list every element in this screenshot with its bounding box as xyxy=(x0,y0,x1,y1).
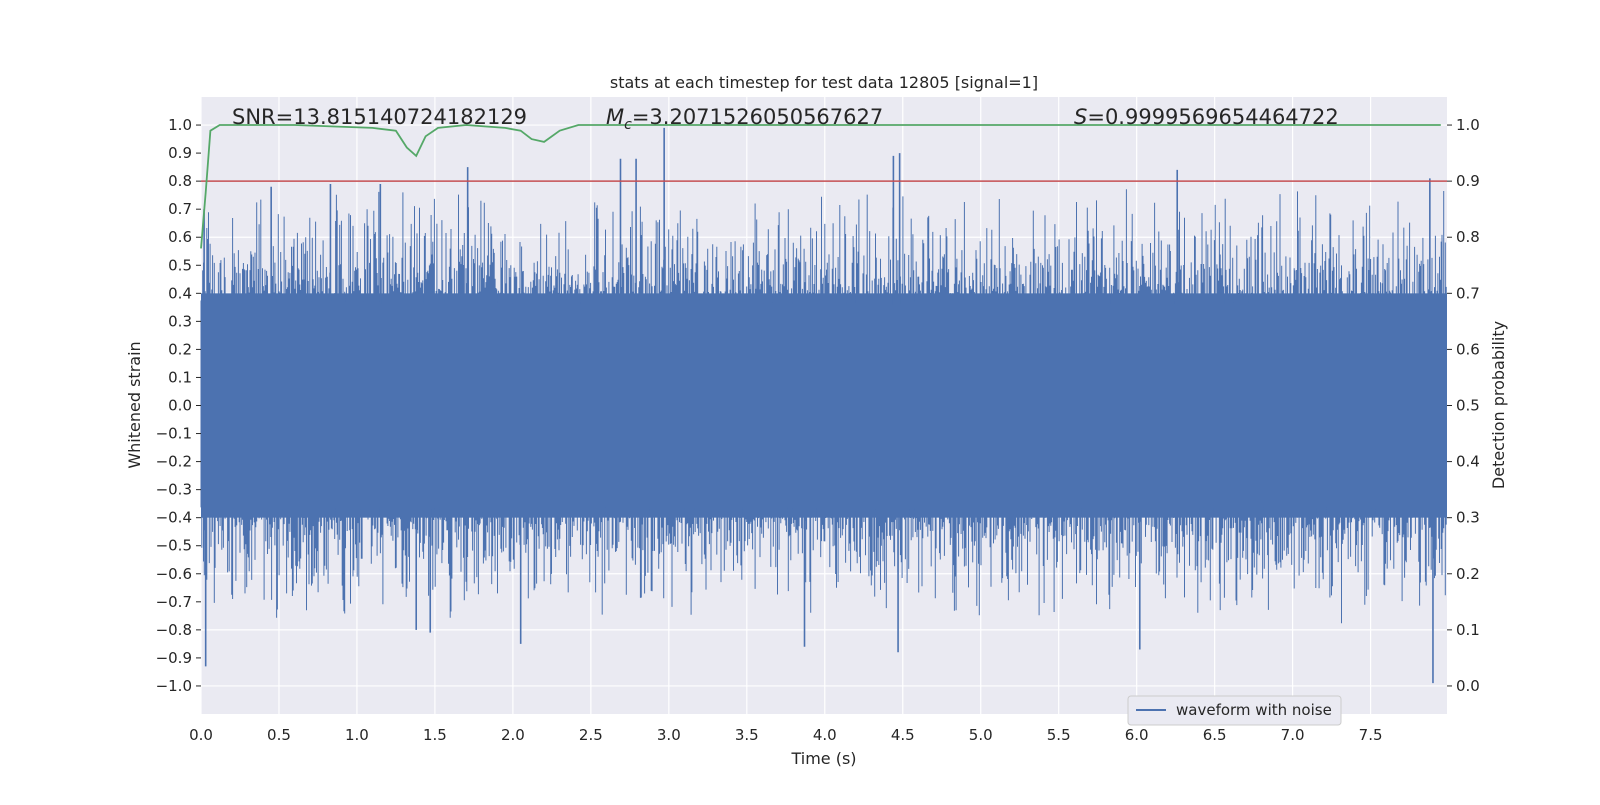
tick-layer: 0.0 0.5 1.0 1.5 2.0 2.5 3.0 3.5 4.0 4.5 5.0 5.5 6.0 6… xyxy=(156,116,1480,744)
y2-tick-label: 0.4 xyxy=(1456,453,1480,471)
y-tick-label: −0.9 xyxy=(156,649,192,667)
y-tick-label: −0.6 xyxy=(156,565,192,583)
y2-tick-label: 1.0 xyxy=(1456,116,1480,134)
x-tick-label: 6.0 xyxy=(1125,726,1149,744)
chirp-mass-annotation: Mc=3.2071526050567627 xyxy=(606,105,883,133)
x-tick-label: 5.5 xyxy=(1047,726,1071,744)
y-tick-label: −0.4 xyxy=(156,509,192,527)
x-tick-label: 3.5 xyxy=(735,726,759,744)
y2-axis-label: Detection probability xyxy=(1489,321,1508,489)
x-tick-label: 1.5 xyxy=(423,726,447,744)
y-tick-label: −1.0 xyxy=(156,677,192,695)
x-tick-label: 2.0 xyxy=(501,726,525,744)
y2-tick-label: 0.0 xyxy=(1456,677,1480,695)
y-tick-label: 0.8 xyxy=(168,172,192,190)
x-tick-label: 6.5 xyxy=(1203,726,1227,744)
y-tick-label: 0.2 xyxy=(168,340,192,358)
y2-tick-label: 0.7 xyxy=(1456,284,1480,302)
y2-tick-label: 0.5 xyxy=(1456,397,1480,415)
y2-tick-label: 0.2 xyxy=(1456,565,1480,583)
x-tick-label: 1.0 xyxy=(345,726,369,744)
score-annotation: S=0.9999569654464722 xyxy=(1074,105,1339,129)
waveform-series xyxy=(200,127,1447,684)
legend: waveform with noise xyxy=(1127,695,1342,726)
y-tick-label: 0.1 xyxy=(168,368,192,386)
y-tick-label: −0.1 xyxy=(156,425,192,443)
probability-series xyxy=(200,124,1447,249)
probability-line xyxy=(200,124,1441,249)
x-tick-label: 7.5 xyxy=(1359,726,1383,744)
x-tick-label: 0.5 xyxy=(267,726,291,744)
y-tick-label: 0.5 xyxy=(168,256,192,274)
y-tick-label: 1.0 xyxy=(168,116,192,134)
y-tick-label: −0.3 xyxy=(156,481,192,499)
y-tick-label: 0.0 xyxy=(168,397,192,415)
snr-annotation: SNR=13.815140724182129 xyxy=(232,105,527,129)
y2-tick-label: 0.1 xyxy=(1456,621,1480,639)
y2-tick-label: 0.3 xyxy=(1456,509,1480,527)
x-tick-label: 2.5 xyxy=(579,726,603,744)
chart-title: stats at each timestep for test data 128… xyxy=(610,73,1038,92)
x-axis-label: Time (s) xyxy=(790,749,856,768)
y-tick-label: 0.9 xyxy=(168,144,192,162)
x-tick-label: 7.0 xyxy=(1281,726,1305,744)
y-tick-label: −0.2 xyxy=(156,453,192,471)
y-tick-label: 0.6 xyxy=(168,228,192,246)
legend-box xyxy=(1127,695,1342,726)
x-tick-label: 4.0 xyxy=(813,726,837,744)
y-tick-label: 0.4 xyxy=(168,284,192,302)
x-tick-label: 0.0 xyxy=(189,726,213,744)
y-axis-label: Whitened strain xyxy=(125,341,144,468)
y-tick-label: −0.8 xyxy=(156,621,192,639)
y2-tick-label: 0.9 xyxy=(1456,172,1480,190)
x-tick-label: 3.0 xyxy=(657,726,681,744)
x-tick-label: 4.5 xyxy=(891,726,915,744)
y-tick-label: 0.7 xyxy=(168,200,192,218)
y-tick-label: −0.7 xyxy=(156,593,192,611)
y-tick-label: 0.3 xyxy=(168,312,192,330)
y-tick-label: −0.5 xyxy=(156,537,192,555)
y2-tick-label: 0.8 xyxy=(1456,228,1480,246)
legend-label-waveform: waveform with noise xyxy=(1176,701,1332,719)
y2-tick-label: 0.6 xyxy=(1456,340,1480,358)
x-tick-label: 5.0 xyxy=(969,726,993,744)
